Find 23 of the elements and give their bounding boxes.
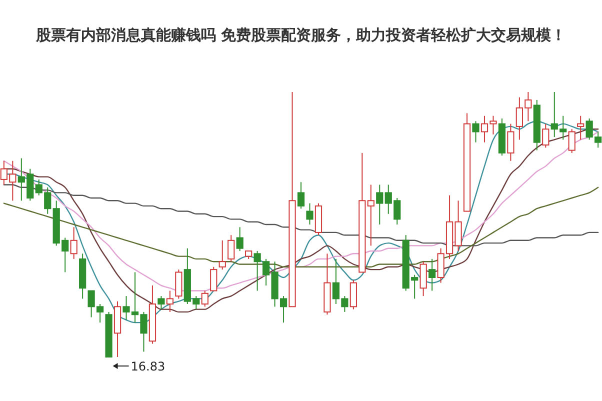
candlestick xyxy=(350,280,357,310)
candlestick xyxy=(472,120,480,143)
candlestick xyxy=(376,184,384,225)
chart-title: 股票有内部消息真能赚钱吗 免费股票配资服务，助力投资者轻松扩大交易规模！ xyxy=(34,26,566,44)
candlestick xyxy=(210,266,218,292)
text: 16.83 xyxy=(130,360,166,374)
candlestick xyxy=(218,240,226,270)
candlestick xyxy=(507,123,514,162)
candlestick xyxy=(166,290,174,312)
candlestick xyxy=(367,184,374,246)
candlestick xyxy=(175,269,182,300)
candlestick xyxy=(158,296,165,310)
candlestick xyxy=(228,234,235,262)
candlestick xyxy=(428,258,436,292)
candlestick xyxy=(236,226,244,252)
candlestick xyxy=(542,123,550,148)
candlestick xyxy=(70,226,78,260)
candlestick xyxy=(568,128,576,154)
candlestick xyxy=(297,182,305,210)
candlestick xyxy=(201,290,208,308)
candlestick xyxy=(420,261,427,297)
candlestick xyxy=(577,115,584,140)
candlestick xyxy=(306,202,314,225)
